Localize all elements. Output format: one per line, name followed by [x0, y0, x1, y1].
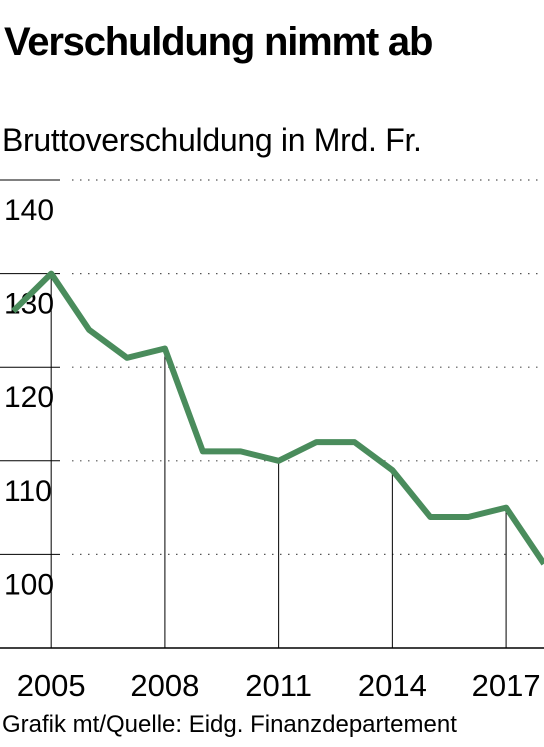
y-tick-label-110: 110 [4, 475, 52, 508]
data-point-2017 [503, 505, 509, 511]
data-point-2011 [276, 458, 282, 464]
y-tick-label-140: 140 [4, 194, 54, 227]
y-tick-label-120: 120 [4, 381, 54, 414]
x-tick-label-2005: 2005 [17, 668, 86, 700]
x-tick-labels: 2005 2008 2011 2014 2017 [17, 668, 541, 700]
data-point-2016 [465, 514, 471, 520]
data-point-2014 [389, 467, 395, 473]
series-line [11, 270, 544, 566]
data-point-2012 [314, 439, 320, 445]
data-point-2006 [86, 327, 92, 333]
x-tick-label-2011: 2011 [245, 668, 312, 700]
data-point-2015 [427, 514, 433, 520]
data-point-2004 [10, 308, 16, 314]
y-tick-label-100: 100 [4, 568, 54, 601]
chart-subtitle: Bruttoverschuldung in Mrd. Fr. [2, 122, 422, 158]
source-note: Grafik mt/Quelle: Eidg. Finanzdepartemen… [2, 711, 457, 738]
data-series [10, 270, 544, 566]
year-markers [50, 273, 507, 648]
data-point-2007 [124, 355, 130, 361]
gridlines [0, 179, 544, 556]
x-tick-label-2014: 2014 [358, 668, 427, 700]
data-point-2008 [162, 345, 168, 351]
x-tick-label-2008: 2008 [130, 668, 199, 700]
data-point-2005 [48, 271, 54, 277]
x-tick-label-2017: 2017 [472, 668, 541, 700]
chart-title: Verschuldung nimmt ab [4, 20, 433, 64]
data-point-2010 [238, 448, 244, 454]
data-point-2013 [351, 439, 357, 445]
data-point-2009 [200, 448, 206, 454]
